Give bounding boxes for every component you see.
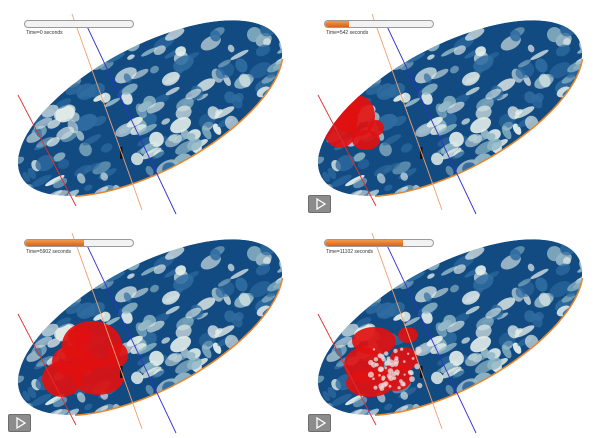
play-icon (15, 417, 26, 429)
time-label: Time=5902 seconds (26, 249, 71, 255)
terrain-rim (316, 18, 584, 198)
progress-fill (25, 240, 85, 246)
play-icon (315, 198, 326, 210)
play-button[interactable] (308, 414, 331, 432)
time-label: Time=11102 seconds (326, 249, 374, 255)
section-line-blue (83, 238, 177, 434)
play-button[interactable] (8, 414, 31, 432)
section-line-orange (371, 13, 443, 211)
section-line-orange (71, 13, 143, 211)
play-button[interactable] (308, 195, 331, 213)
play-icon (315, 417, 326, 429)
simulation-view[interactable] (0, 0, 300, 219)
section-line-blue (383, 238, 477, 434)
terrain-rim (316, 237, 584, 417)
section-line-blue (83, 19, 177, 215)
section-line-red (317, 313, 377, 426)
time-label: Time=542 seconds (326, 30, 369, 36)
section-line-orange (71, 232, 143, 430)
section-line-red (17, 94, 77, 207)
viewer-panel[interactable]: Time=0 seconds (0, 0, 300, 219)
simulation-view[interactable] (0, 219, 300, 438)
time-label: Time=0 seconds (26, 30, 63, 36)
time-progress-bar[interactable] (24, 20, 134, 28)
time-progress-bar[interactable] (324, 20, 434, 28)
time-progress-bar[interactable] (24, 239, 134, 247)
section-line-orange (371, 232, 443, 430)
progress-fill (325, 21, 349, 27)
section-line-blue (383, 19, 477, 215)
viewer-panel[interactable]: Time=11102 seconds (300, 219, 600, 438)
simulation-view[interactable] (300, 0, 600, 219)
viewer-panel[interactable]: Time=5902 seconds (0, 219, 300, 438)
section-line-red (317, 94, 377, 207)
section-line-red (17, 313, 77, 426)
fire-region (42, 321, 128, 397)
progress-fill (325, 240, 403, 246)
time-progress-bar[interactable] (324, 239, 434, 247)
terrain-rim (16, 237, 284, 417)
viewer-panel[interactable]: Time=542 seconds (300, 0, 600, 219)
fire-region (323, 92, 384, 150)
